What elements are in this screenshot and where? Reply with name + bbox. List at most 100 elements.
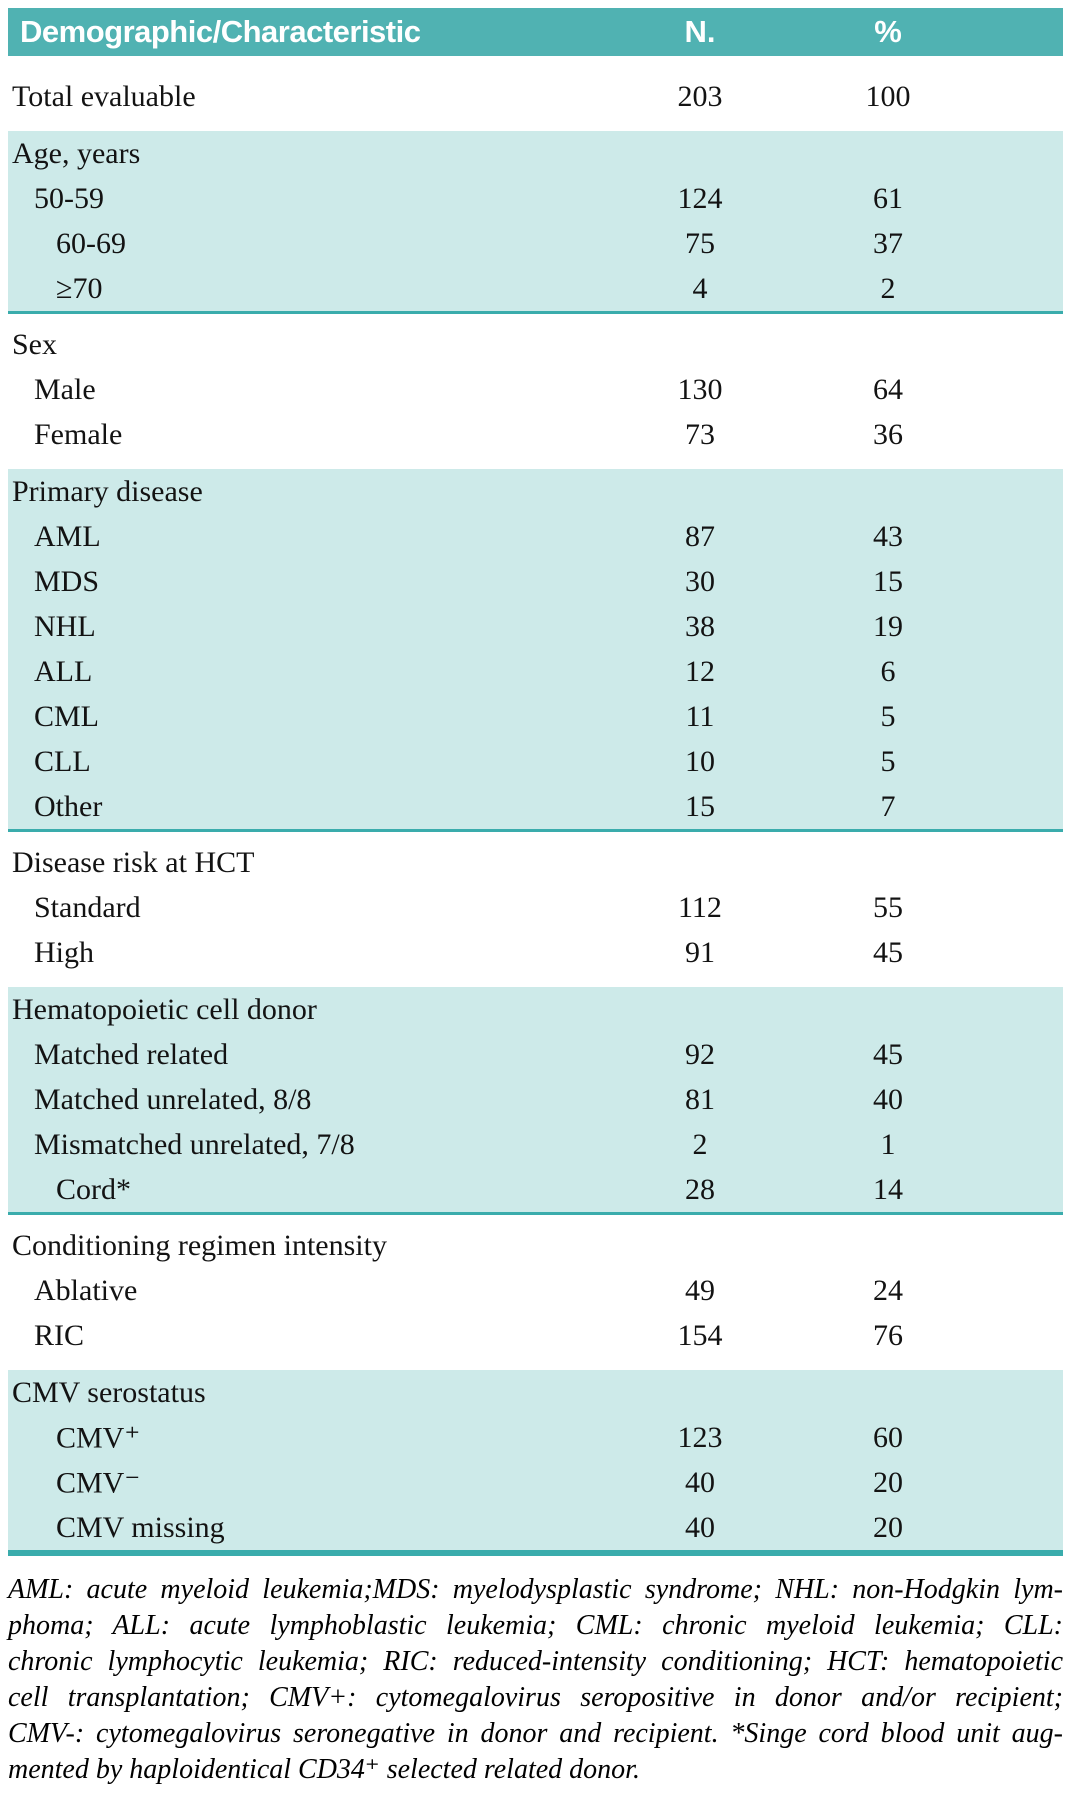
row-pct-value: 64 — [873, 372, 903, 406]
footnote-line: chronic lymphocytic leukemia; RIC: reduc… — [8, 1646, 1063, 1677]
table-section: Primary disease AML 87 43 MDS 30 15 NHL 38 19 ALL 1… — [8, 469, 1063, 832]
row-n-value: 15 — [685, 789, 715, 823]
row-pct-value: 45 — [873, 1037, 903, 1071]
section-header-label: Hematopoietic cell donor — [12, 992, 317, 1026]
table-row: High 91 45 — [8, 930, 1063, 975]
row-n-value: 91 — [685, 935, 715, 969]
row-n-value: 2 — [692, 1127, 708, 1161]
row-label: Total evaluable — [12, 79, 196, 113]
column-header-characteristic: Demographic/Characteristic — [20, 14, 421, 49]
table-row: Other 15 7 — [8, 784, 1063, 829]
table-row: Total evaluable 203 100 — [8, 74, 1063, 119]
table-section: Conditioning regimen intensity Ablative 49… — [8, 1223, 1063, 1358]
footnote-line: AML: acute myeloid leukemia;MDS: myelody… — [8, 1574, 1063, 1605]
section-header-row: Disease risk at HCT — [8, 840, 1063, 885]
section-header-label: Sex — [12, 327, 57, 361]
row-label: ALL — [34, 654, 93, 688]
row-pct-value: 5 — [880, 699, 896, 733]
row-pct-value: 6 — [880, 654, 896, 688]
table-row: Matched unrelated, 8/8 81 40 — [8, 1077, 1063, 1122]
row-label: MDS — [34, 564, 100, 598]
section-header-row: CMV serostatus — [8, 1370, 1063, 1415]
section-header-label: Age, years — [12, 136, 141, 170]
row-n-value: 30 — [685, 564, 715, 598]
column-header-n: N. — [684, 14, 716, 49]
row-label: CMV⁺ — [56, 1421, 141, 1454]
row-pct-value: 14 — [873, 1172, 903, 1206]
table-row: Matched related 92 45 — [8, 1032, 1063, 1077]
row-pct-value: 61 — [873, 181, 903, 215]
table-row: AML 87 43 — [8, 514, 1063, 559]
row-label: 60-69 — [56, 226, 126, 260]
row-label: CLL — [34, 744, 91, 778]
table-section: CMV serostatus CMV⁺ 123 60 CMV⁻ 40 20 CMV missi… — [8, 1370, 1063, 1556]
table-section: Total evaluable 203 100 — [8, 74, 1063, 119]
table-row: Male 130 64 — [8, 367, 1063, 412]
section-header-row: Age, years — [8, 131, 1063, 176]
row-n-value: 40 — [685, 1465, 715, 1499]
table-row: ALL 12 6 — [8, 649, 1063, 694]
section-header-row: Hematopoietic cell donor — [8, 987, 1063, 1032]
row-pct-value: 45 — [873, 935, 903, 969]
table-body: Total evaluable 203 100 Age, years 50-59 124 6… — [8, 74, 1063, 1556]
table-row: Ablative 49 24 — [8, 1268, 1063, 1313]
row-n-value: 130 — [677, 372, 723, 406]
table-section: Hematopoietic cell donor Matched related 9… — [8, 987, 1063, 1215]
row-pct-value: 20 — [873, 1510, 903, 1544]
row-n-value: 11 — [685, 699, 715, 733]
table-row: RIC 154 76 — [8, 1313, 1063, 1358]
table-row: Female 73 36 — [8, 412, 1063, 457]
row-n-value: 49 — [685, 1273, 715, 1307]
table-header-row: Demographic/Characteristic N. % — [8, 8, 1063, 56]
table-row: ≥70 4 2 — [8, 266, 1063, 311]
row-label: ≥70 — [56, 271, 103, 305]
row-pct-value: 76 — [873, 1318, 903, 1352]
row-label: CMV missing — [56, 1510, 225, 1544]
row-n-value: 92 — [685, 1037, 715, 1071]
footnote-line: cell transplantation; CMV+: cytomegalovi… — [8, 1682, 1063, 1713]
row-pct-value: 43 — [873, 519, 903, 553]
section-header-row: Conditioning regimen intensity — [8, 1223, 1063, 1268]
row-n-value: 203 — [677, 79, 723, 113]
section-header-label: Disease risk at HCT — [12, 845, 255, 879]
row-label: Female — [34, 417, 123, 451]
row-n-value: 10 — [685, 744, 715, 778]
row-label: Matched related — [34, 1037, 229, 1071]
row-n-value: 38 — [685, 609, 715, 643]
table-section: Sex Male 130 64 Female 73 36 — [8, 322, 1063, 457]
row-label: Cord* — [56, 1172, 131, 1206]
row-pct-value: 36 — [873, 417, 903, 451]
row-label: CMV⁻ — [56, 1466, 141, 1499]
row-n-value: 124 — [677, 181, 723, 215]
row-label: High — [34, 935, 94, 969]
table-row: MDS 30 15 — [8, 559, 1063, 604]
table-row: CMV⁺ 123 60 — [8, 1415, 1063, 1460]
row-pct-value: 15 — [873, 564, 903, 598]
table-row: Cord* 28 14 — [8, 1167, 1063, 1212]
row-n-value: 40 — [685, 1510, 715, 1544]
row-label: Other — [34, 789, 103, 823]
row-n-value: 28 — [685, 1172, 715, 1206]
row-label: Matched unrelated, 8/8 — [34, 1082, 312, 1116]
footnote-line: phoma; ALL: acute lymphoblastic leukemia… — [8, 1610, 1063, 1641]
row-n-value: 81 — [685, 1082, 715, 1116]
row-pct-value: 1 — [880, 1127, 896, 1161]
row-pct-value: 5 — [880, 744, 896, 778]
row-label: AML — [34, 519, 101, 553]
footnote-line: CMV-: cytomegalovirus seronegative in do… — [8, 1718, 1063, 1749]
table-row: CLL 10 5 — [8, 739, 1063, 784]
row-pct-value: 60 — [873, 1420, 903, 1454]
table-row: CML 11 5 — [8, 694, 1063, 739]
row-pct-value: 40 — [873, 1082, 903, 1116]
row-pct-value: 37 — [873, 226, 903, 260]
row-label: Ablative — [34, 1273, 138, 1307]
demographics-table: Demographic/Characteristic N. % Total ev… — [8, 8, 1063, 1788]
row-label: Standard — [34, 890, 141, 924]
table-row: Mismatched unrelated, 7/8 2 1 — [8, 1122, 1063, 1167]
row-label: CML — [34, 699, 100, 733]
row-label: Male — [34, 372, 96, 406]
row-n-value: 123 — [677, 1420, 723, 1454]
section-header-row: Primary disease — [8, 469, 1063, 514]
row-pct-value: 55 — [873, 890, 903, 924]
